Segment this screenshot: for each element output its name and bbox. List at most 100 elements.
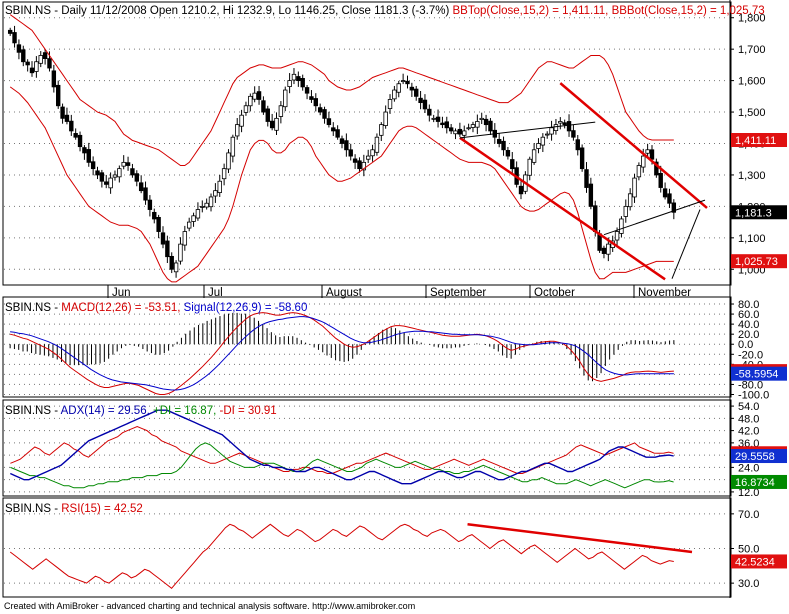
macd-histogram bbox=[9, 312, 675, 382]
value-badge-text: 1,411.11 bbox=[735, 135, 776, 147]
value-badge-bg bbox=[731, 254, 787, 269]
candle-body bbox=[623, 205, 628, 217]
candle-body bbox=[221, 168, 227, 180]
x-tick-label: August bbox=[326, 287, 363, 299]
candle-body bbox=[117, 168, 122, 178]
candle-body bbox=[274, 117, 279, 131]
y-tick-label: 12.0 bbox=[738, 487, 759, 499]
y-tick-label: 42.0 bbox=[738, 426, 759, 438]
bbbot-line bbox=[9, 86, 674, 283]
title-part: -DI = 30.91 bbox=[219, 405, 276, 417]
value-badge: 29.5558 bbox=[731, 449, 787, 464]
x-tick-label: Jun bbox=[112, 287, 131, 299]
panel-frame-macd bbox=[2, 296, 732, 398]
candle-body bbox=[392, 89, 397, 100]
x-tick-label: November bbox=[638, 287, 691, 299]
footer-credit: Created with AmiBroker - advanced charti… bbox=[4, 601, 416, 611]
candle-body bbox=[614, 231, 620, 241]
candle-body bbox=[90, 161, 96, 170]
panel-frame-price bbox=[2, 1, 732, 286]
candle-body bbox=[169, 255, 174, 270]
candle-body bbox=[505, 150, 511, 157]
candle-body bbox=[427, 108, 432, 116]
y-tick-label: -20.0 bbox=[738, 349, 763, 361]
candle-body bbox=[304, 87, 310, 94]
y-tick-label: -100.0 bbox=[738, 389, 769, 401]
candle-body bbox=[387, 99, 393, 109]
adx-line bbox=[10, 409, 674, 485]
y-tick-label: 80.0 bbox=[738, 299, 759, 311]
rsi-trendline bbox=[467, 523, 693, 554]
candle-body bbox=[370, 149, 375, 157]
candle-body bbox=[435, 116, 441, 122]
candle-body bbox=[457, 128, 463, 135]
y-tick-label: 1,600 bbox=[738, 76, 766, 88]
candle-body bbox=[34, 61, 39, 72]
value-badge-bg bbox=[731, 133, 787, 148]
title-part: BBTop(Close,15,2) = 1,411.11, bbox=[453, 5, 612, 17]
title-part: Signal(12,26,9) = -58.60 bbox=[184, 302, 308, 314]
title-part: +DI = 16.87, bbox=[153, 405, 220, 417]
candle-body bbox=[95, 170, 100, 176]
candle-body bbox=[405, 80, 410, 85]
candle-body bbox=[632, 177, 637, 198]
candle-body bbox=[213, 190, 218, 197]
y-tick-label: 1,300 bbox=[738, 170, 766, 182]
y-tick-label: 0.0 bbox=[738, 339, 753, 351]
candle-body bbox=[414, 88, 419, 97]
candle-body bbox=[195, 209, 201, 219]
candle-body bbox=[147, 199, 153, 210]
value-badge: 1,411.11 bbox=[731, 133, 787, 148]
value-badge-text: 16.8734 bbox=[735, 477, 775, 489]
candle-body bbox=[444, 121, 449, 129]
neckline bbox=[459, 121, 596, 139]
title-rsi: SBIN.NS - RSI(15) = 42.52 bbox=[5, 503, 143, 515]
candle-body bbox=[21, 49, 26, 63]
title-part: BBBot(Close,15,2) = 1,025.73 bbox=[612, 5, 765, 17]
candle-body bbox=[571, 130, 576, 138]
x-tick-label: September bbox=[430, 287, 486, 299]
x-tick-label: Jul bbox=[208, 287, 223, 299]
y-tick-label: 60.0 bbox=[738, 309, 759, 321]
title-part: ADX(14) = 29.56, bbox=[61, 405, 153, 417]
candle-body bbox=[562, 122, 567, 126]
candle-body bbox=[296, 76, 301, 82]
candle-body bbox=[51, 70, 57, 88]
value-badge: -58.5954 bbox=[731, 366, 787, 381]
candle-body bbox=[400, 80, 406, 83]
bbtop-line bbox=[9, 14, 674, 166]
candle-body bbox=[60, 106, 65, 119]
candle-body bbox=[143, 187, 148, 201]
candle-body bbox=[69, 120, 74, 132]
candle-body bbox=[287, 80, 292, 87]
candle-body bbox=[536, 143, 541, 149]
title-part: MACD(12,26) = -53.51, bbox=[61, 302, 183, 314]
candle-body bbox=[483, 118, 489, 126]
candle-body bbox=[200, 205, 205, 208]
candle-body bbox=[269, 120, 275, 129]
title-macd: SBIN.NS - MACD(12,26) = -53.51, Signal(1… bbox=[5, 302, 307, 314]
candle-body bbox=[186, 221, 192, 229]
value-badge-text: 1,025.73 bbox=[735, 256, 778, 268]
candle-body bbox=[130, 168, 135, 176]
candle-body bbox=[658, 172, 663, 188]
candle-body bbox=[593, 205, 598, 232]
candle-body bbox=[352, 158, 358, 163]
candle-body bbox=[265, 108, 270, 122]
candle-body bbox=[125, 162, 131, 166]
candle-body bbox=[440, 122, 445, 126]
candle-body bbox=[25, 61, 30, 66]
candle-body bbox=[470, 124, 476, 128]
candle-body bbox=[230, 136, 236, 157]
value-badge-text: -58.5954 bbox=[735, 369, 778, 381]
candle-body bbox=[601, 247, 607, 254]
grid-price: 1,8001,7001,6001,5001,4001,3001,2001,100… bbox=[4, 13, 766, 276]
candle-body bbox=[409, 86, 415, 91]
candle-body bbox=[160, 232, 166, 245]
candle-body bbox=[56, 84, 61, 107]
y-tick-label: 30.0 bbox=[738, 578, 759, 590]
candle-body bbox=[256, 91, 262, 100]
support-line bbox=[603, 199, 706, 236]
value-badge-text: 29.5558 bbox=[735, 451, 775, 463]
